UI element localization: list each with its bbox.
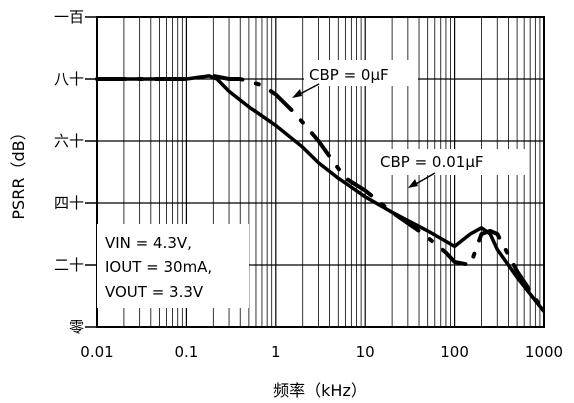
y-tick-label: 六十: [54, 132, 84, 150]
annotation-cbp0-arrowhead: [292, 89, 302, 98]
x-axis-label: 频率（kHz）: [273, 381, 367, 400]
plot-frame: [96, 16, 545, 328]
annotation-cbp001: CBP = 0.01μF: [380, 153, 483, 171]
annotation-cbp0-box: [304, 60, 418, 86]
condition-vout: VOUT = 3.3V: [105, 283, 204, 301]
x-tick-label: 100: [440, 343, 469, 361]
annotation-cbp0-arrow-line: [297, 83, 320, 96]
x-tick-label: 0.01: [80, 343, 113, 361]
conditions-box: [97, 224, 249, 308]
annotation-cbp001-arrow-line: [413, 172, 436, 186]
x-tick-label: 1: [271, 343, 281, 361]
y-tick-label: 零: [69, 318, 84, 336]
y-tick-label: 二十: [54, 256, 84, 274]
y-axis-label: PSRR（dB）: [9, 124, 28, 219]
y-tick-labels: 零 二十 四十 六十 八十 一百: [54, 8, 97, 336]
annotation-cbp001-arrowhead: [408, 179, 418, 188]
y-tick-label: 八十: [54, 70, 84, 88]
y-tick-label: 一百: [54, 8, 84, 26]
x-tick-label: 10: [356, 343, 375, 361]
series-group: [95, 73, 546, 314]
condition-vin: VIN = 4.3V,: [105, 234, 192, 252]
x-tick-labels: 0.01 0.1 1 10 100 1000: [80, 343, 563, 361]
x-tick-label: 0.1: [174, 343, 198, 361]
y-tick-label: 四十: [54, 194, 84, 212]
x-tick-label: 1000: [525, 343, 563, 361]
condition-iout: IOUT = 30mA,: [105, 258, 212, 276]
annotation-cbp0: CBP = 0μF: [309, 66, 389, 84]
annotation-cbp001-box: [374, 149, 526, 175]
series-cbp-0uf: [95, 73, 546, 314]
